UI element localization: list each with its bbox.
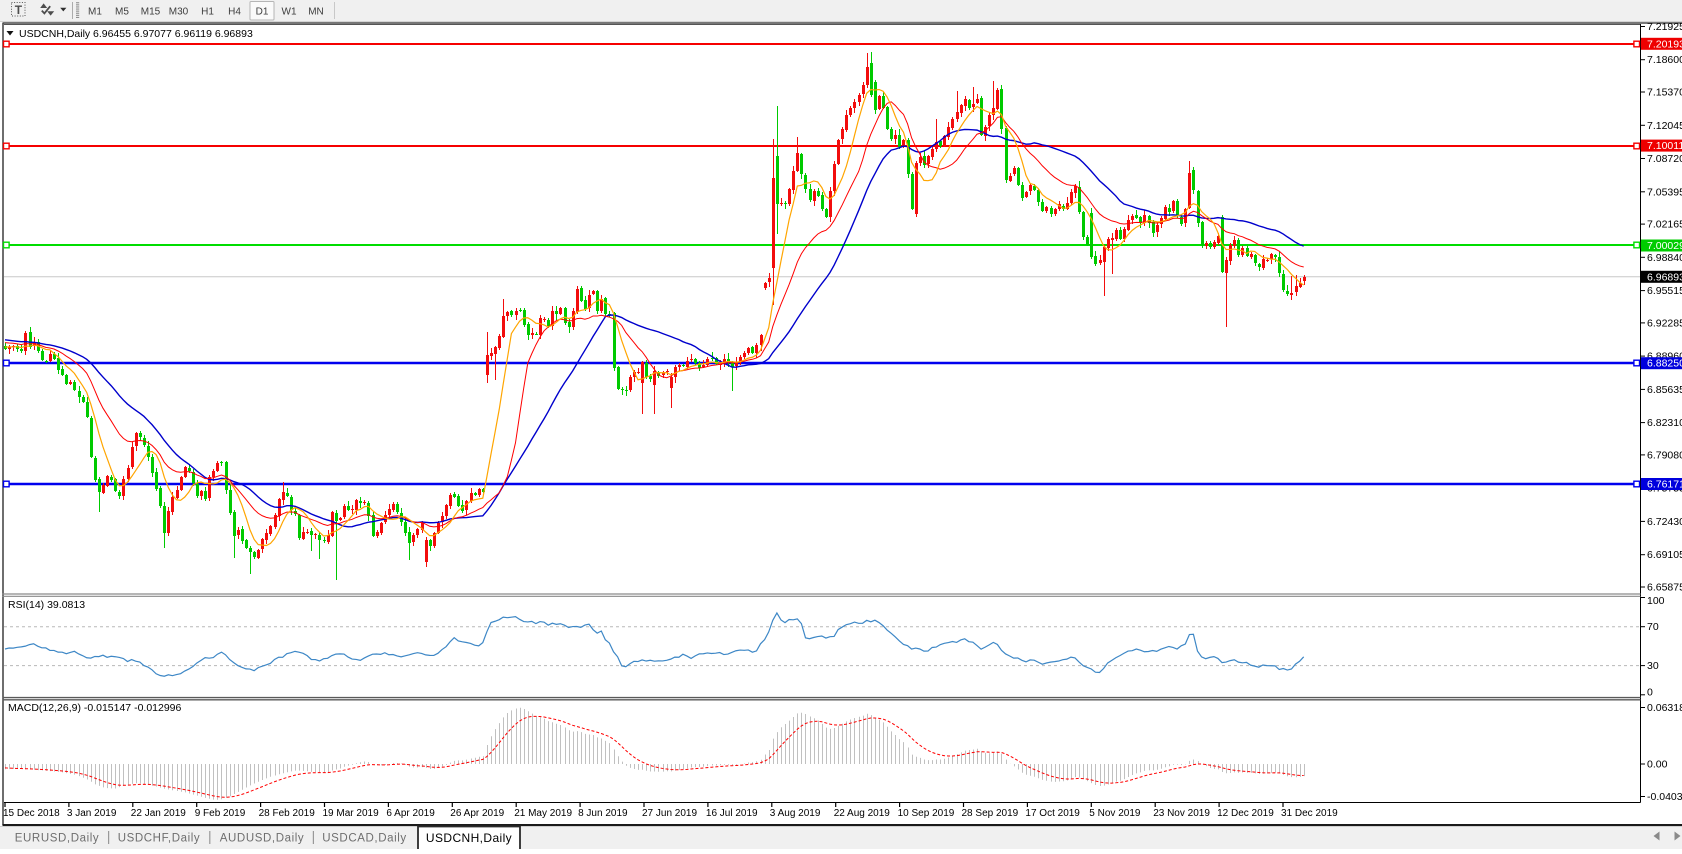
svg-text:6.96893: 6.96893 <box>1647 271 1682 283</box>
svg-text:6 Apr 2019: 6 Apr 2019 <box>386 808 435 819</box>
svg-text:T: T <box>15 3 23 17</box>
svg-text:19 Mar 2019: 19 Mar 2019 <box>323 808 380 819</box>
svg-text:6.88250: 6.88250 <box>1647 358 1682 370</box>
svg-text:USDCHF,Daily: USDCHF,Daily <box>118 833 201 845</box>
svg-text:RSI(14) 39.0813: RSI(14) 39.0813 <box>8 599 85 611</box>
svg-text:7.20193: 7.20193 <box>1647 38 1682 50</box>
svg-text:0.063184: 0.063184 <box>1647 702 1682 714</box>
svg-text:9 Feb 2019: 9 Feb 2019 <box>195 808 246 819</box>
svg-text:M1: M1 <box>88 7 102 18</box>
svg-text:7.05395: 7.05395 <box>1647 186 1682 198</box>
svg-text:31 Dec 2019: 31 Dec 2019 <box>1281 808 1338 819</box>
svg-text:10 Sep 2019: 10 Sep 2019 <box>898 808 955 819</box>
svg-text:7.12045: 7.12045 <box>1647 120 1682 132</box>
svg-text:0: 0 <box>1647 686 1653 698</box>
svg-text:6.79080: 6.79080 <box>1647 449 1682 461</box>
svg-text:6.82310: 6.82310 <box>1647 417 1682 429</box>
svg-text:7.00029: 7.00029 <box>1647 240 1682 252</box>
svg-text:M5: M5 <box>115 7 129 18</box>
svg-text:7.21925: 7.21925 <box>1647 21 1682 33</box>
svg-text:7.18600: 7.18600 <box>1647 54 1682 66</box>
svg-text:6.98840: 6.98840 <box>1647 252 1682 264</box>
svg-text:8 Jun 2019: 8 Jun 2019 <box>578 808 628 819</box>
svg-text:16 Jul 2019: 16 Jul 2019 <box>706 808 758 819</box>
svg-text:26 Apr 2019: 26 Apr 2019 <box>450 808 504 819</box>
svg-text:7.08720: 7.08720 <box>1647 153 1682 165</box>
svg-text:6.95515: 6.95515 <box>1647 285 1682 297</box>
svg-text:AUDUSD,Daily: AUDUSD,Daily <box>220 833 305 845</box>
svg-text:22 Jan 2019: 22 Jan 2019 <box>131 808 186 819</box>
svg-text:0.00: 0.00 <box>1647 759 1668 771</box>
svg-text:28 Sep 2019: 28 Sep 2019 <box>962 808 1019 819</box>
svg-text:6.92285: 6.92285 <box>1647 317 1682 329</box>
svg-text:5 Nov 2019: 5 Nov 2019 <box>1089 808 1141 819</box>
svg-text:USDCNH,Daily: USDCNH,Daily <box>19 28 91 40</box>
svg-text:22 Aug 2019: 22 Aug 2019 <box>834 808 891 819</box>
svg-text:6.69105: 6.69105 <box>1647 549 1682 561</box>
svg-text:6.85635: 6.85635 <box>1647 384 1682 396</box>
svg-text:28 Feb 2019: 28 Feb 2019 <box>259 808 316 819</box>
svg-text:M30: M30 <box>169 7 189 18</box>
svg-text:21 May 2019: 21 May 2019 <box>514 808 572 819</box>
svg-text:M15: M15 <box>141 7 161 18</box>
svg-text:17 Oct 2019: 17 Oct 2019 <box>1025 808 1080 819</box>
svg-text:100: 100 <box>1647 595 1665 607</box>
svg-text:7.10011: 7.10011 <box>1647 140 1682 152</box>
svg-text:6.72430: 6.72430 <box>1647 516 1682 528</box>
svg-text:12 Dec 2019: 12 Dec 2019 <box>1217 808 1274 819</box>
svg-text:MN: MN <box>308 7 324 18</box>
svg-text:3 Jan 2019: 3 Jan 2019 <box>67 808 117 819</box>
svg-text:7.15370: 7.15370 <box>1647 87 1682 99</box>
svg-text:70: 70 <box>1647 621 1659 633</box>
svg-text:6.76171: 6.76171 <box>1647 479 1682 491</box>
svg-text:H1: H1 <box>201 7 214 18</box>
svg-text:W1: W1 <box>282 7 297 18</box>
svg-text:30: 30 <box>1647 660 1659 672</box>
svg-text:3 Aug 2019: 3 Aug 2019 <box>770 808 821 819</box>
svg-text:D1: D1 <box>256 7 269 18</box>
svg-text:6.65875: 6.65875 <box>1647 582 1682 594</box>
svg-text:USDCAD,Daily: USDCAD,Daily <box>322 833 407 845</box>
svg-text:MACD(12,26,9) -0.015147 -0.012: MACD(12,26,9) -0.015147 -0.012996 <box>8 702 182 714</box>
svg-text:27 Jun 2019: 27 Jun 2019 <box>642 808 697 819</box>
svg-text:USDCNH,Daily: USDCNH,Daily <box>426 831 512 845</box>
svg-text:15 Dec 2018: 15 Dec 2018 <box>3 808 60 819</box>
svg-text:H4: H4 <box>228 7 241 18</box>
svg-text:23 Nov 2019: 23 Nov 2019 <box>1153 808 1210 819</box>
svg-text:7.02165: 7.02165 <box>1647 219 1682 231</box>
svg-text:-0.040355: -0.040355 <box>1647 791 1682 803</box>
svg-text:6.96455 6.97077 6.96119 6.9689: 6.96455 6.97077 6.96119 6.96893 <box>93 28 253 40</box>
svg-text:EURUSD,Daily: EURUSD,Daily <box>15 833 100 845</box>
